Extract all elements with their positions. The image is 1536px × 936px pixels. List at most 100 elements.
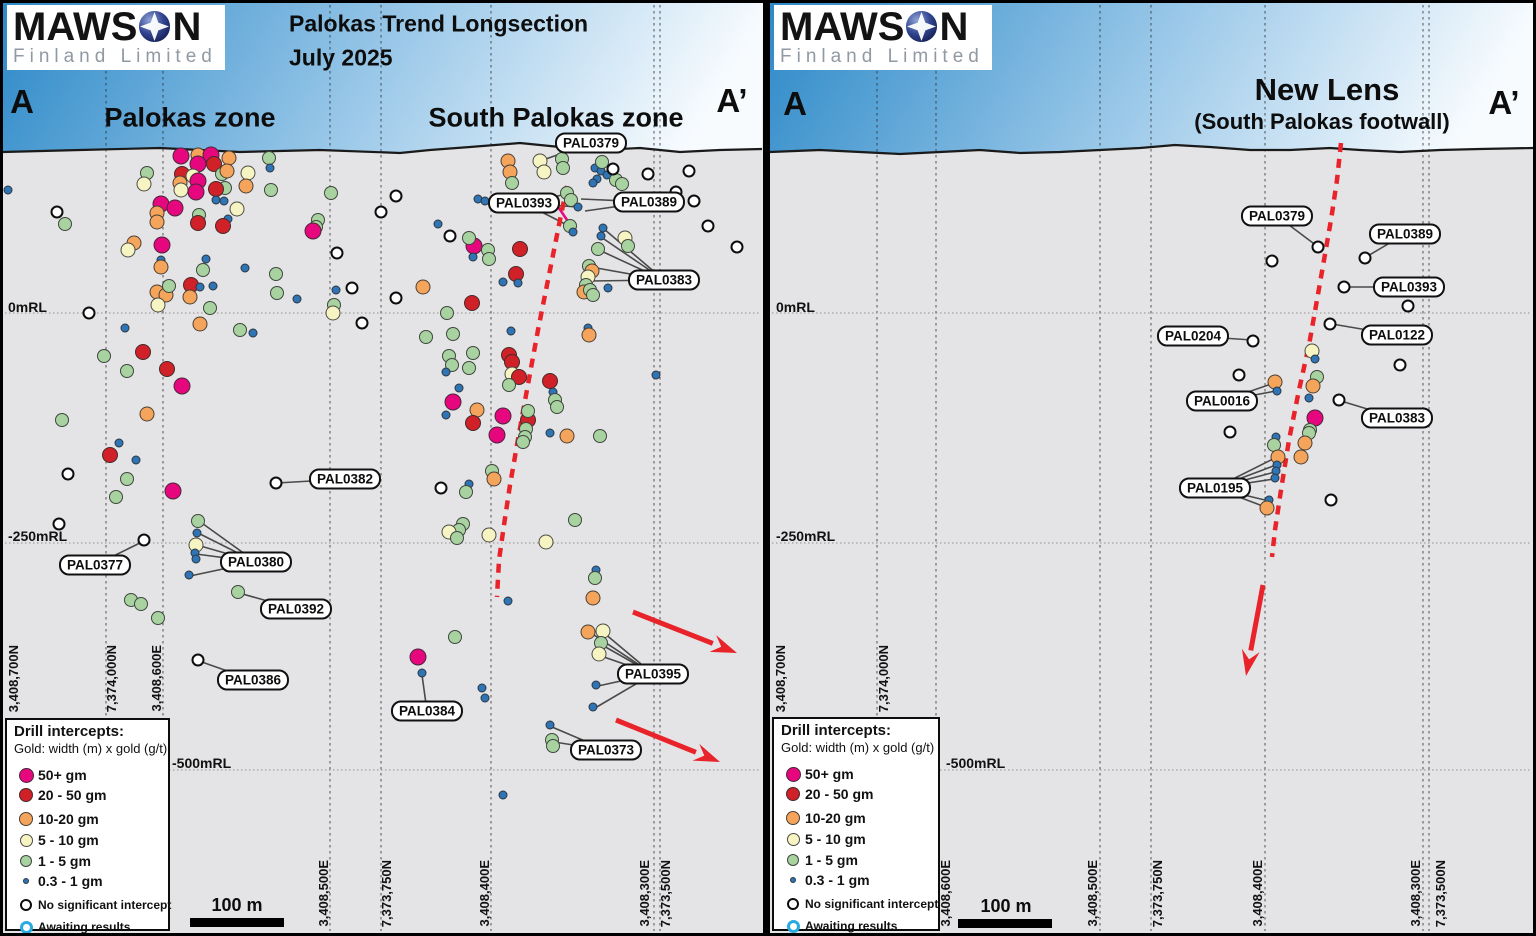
intercept-dot xyxy=(536,164,552,180)
intercept-dot xyxy=(441,367,451,377)
legend-item: 1 - 5 gm xyxy=(14,851,91,871)
intercept-dot xyxy=(304,222,322,240)
elevation-label: 0mRL xyxy=(776,299,815,315)
legend-item-label: 10-20 gm xyxy=(805,810,866,826)
legend-item: 20 - 50 gm xyxy=(781,784,873,804)
legend-item: 1 - 5 gm xyxy=(781,850,858,870)
legend-swatch xyxy=(14,920,38,933)
no-significant-intercept-dot xyxy=(1393,358,1407,372)
10-swatch-icon xyxy=(19,812,33,826)
intercept-dot xyxy=(588,571,602,585)
legend-item-label: 0.3 - 1 gm xyxy=(38,873,103,889)
no-significant-intercept-dot xyxy=(52,517,66,531)
intercept-dot xyxy=(433,219,443,229)
coordinate-label: 3,408,600E xyxy=(149,645,164,712)
drillhole-label: PAL0383 xyxy=(1360,407,1434,429)
intercept-dot xyxy=(196,263,210,277)
no-significant-intercept-dot xyxy=(345,281,359,295)
intercept-dot xyxy=(468,252,478,262)
intercept-dot xyxy=(203,301,217,315)
intercept-dot xyxy=(109,490,123,504)
legend-item: 50+ gm xyxy=(781,764,854,784)
section-text: Palokas Trend Longsection xyxy=(289,10,589,37)
intercept-dot xyxy=(120,323,130,333)
coordinate-label: 7,373,750N xyxy=(1150,859,1165,927)
intercept-dot xyxy=(603,283,613,293)
intercept-dot xyxy=(55,413,69,427)
drillhole-label: PAL0195 xyxy=(1178,477,1252,499)
legend-swatch xyxy=(14,767,38,783)
no-significant-intercept-dot xyxy=(434,481,448,495)
coordinate-label: 7,374,000N xyxy=(104,644,119,712)
intercept-dot xyxy=(444,393,462,411)
intercept-dot xyxy=(292,294,302,304)
legend-item: Awaiting results xyxy=(781,916,897,933)
intercept-dot xyxy=(187,183,205,201)
legend-item-label: 50+ gm xyxy=(38,767,87,783)
legend-swatch xyxy=(14,878,38,884)
section-text: July 2025 xyxy=(289,44,393,71)
50-swatch-icon xyxy=(785,766,801,782)
coordinate-label: 7,374,000N xyxy=(876,644,891,712)
logo-wordmark: MAWS N xyxy=(13,7,217,47)
5-swatch-icon xyxy=(19,833,33,847)
logo-text-pre: MAWS xyxy=(13,5,138,49)
intercept-dot xyxy=(233,323,247,337)
intercept-dot xyxy=(215,218,231,234)
mawson-logo: MAWS N Finland Limited xyxy=(7,5,225,70)
intercept-dot xyxy=(270,286,284,300)
no-significant-intercept-dot xyxy=(389,291,403,305)
legend-swatch xyxy=(14,788,38,802)
legend-swatch xyxy=(781,898,805,910)
elevation-label: -250mRL xyxy=(8,528,68,544)
coordinate-label: 3,408,300E xyxy=(1408,860,1423,927)
legend-box: Drill intercepts: Gold: width (m) x gold … xyxy=(772,717,940,933)
drillhole-label: PAL0393 xyxy=(487,192,561,214)
intercept-dot xyxy=(120,472,134,486)
intercept-dot xyxy=(615,177,629,191)
intercept-dot xyxy=(120,242,136,258)
drillhole-label: PAL0122 xyxy=(1360,324,1434,346)
nsi-swatch-icon xyxy=(20,899,32,911)
legend-item-label: 1 - 5 gm xyxy=(38,853,91,869)
intercept-dot xyxy=(464,295,480,311)
drillhole-label: PAL0380 xyxy=(219,551,293,573)
coordinate-label: 3,408,500E xyxy=(1085,860,1100,927)
section-text: A xyxy=(783,85,807,122)
intercept-dot xyxy=(593,429,607,443)
intercept-dot xyxy=(466,346,480,360)
coordinate-label: 7,373,750N xyxy=(379,859,394,927)
drillhole-label: PAL0382 xyxy=(308,468,382,490)
legend-swatch xyxy=(14,812,38,826)
section-text: (South Palokas footwall) xyxy=(1194,109,1450,134)
10-swatch-icon xyxy=(786,811,800,825)
legend-swatch xyxy=(781,832,805,846)
intercept-dot xyxy=(324,186,338,200)
20-swatch-icon xyxy=(786,787,800,801)
intercept-dot xyxy=(3,185,13,195)
legend-item: 5 - 10 gm xyxy=(781,829,866,849)
logo-subtitle: Finland Limited xyxy=(13,46,217,67)
coordinate-label: 7,373,500N xyxy=(1433,859,1448,927)
legend-subtitle: Gold: width (m) x gold (g/t) xyxy=(14,741,168,756)
intercept-dot xyxy=(588,178,598,188)
legend-subtitle: Gold: width (m) x gold (g/t) xyxy=(781,740,935,755)
intercept-dot xyxy=(139,406,155,422)
section-text: A’ xyxy=(716,82,748,119)
intercept-dot xyxy=(208,281,218,291)
legend-swatch xyxy=(14,899,38,911)
intercept-dot xyxy=(498,790,508,800)
intercept-dot xyxy=(419,330,433,344)
scale-bar-label: 100 m xyxy=(211,895,263,915)
legend-swatch xyxy=(781,811,805,825)
1-swatch-icon xyxy=(787,854,799,866)
no-significant-intercept-dot xyxy=(389,189,403,203)
intercept-dot xyxy=(192,316,208,332)
intercept-dot xyxy=(556,161,570,175)
no-significant-intercept-dot xyxy=(682,164,696,178)
legend-item-label: No significant intercept xyxy=(38,898,172,912)
no-significant-intercept-dot xyxy=(730,240,744,254)
drillhole-label: PAL0016 xyxy=(1185,390,1259,412)
scale-bar xyxy=(190,918,284,927)
drillhole-label: PAL0204 xyxy=(1156,325,1230,347)
